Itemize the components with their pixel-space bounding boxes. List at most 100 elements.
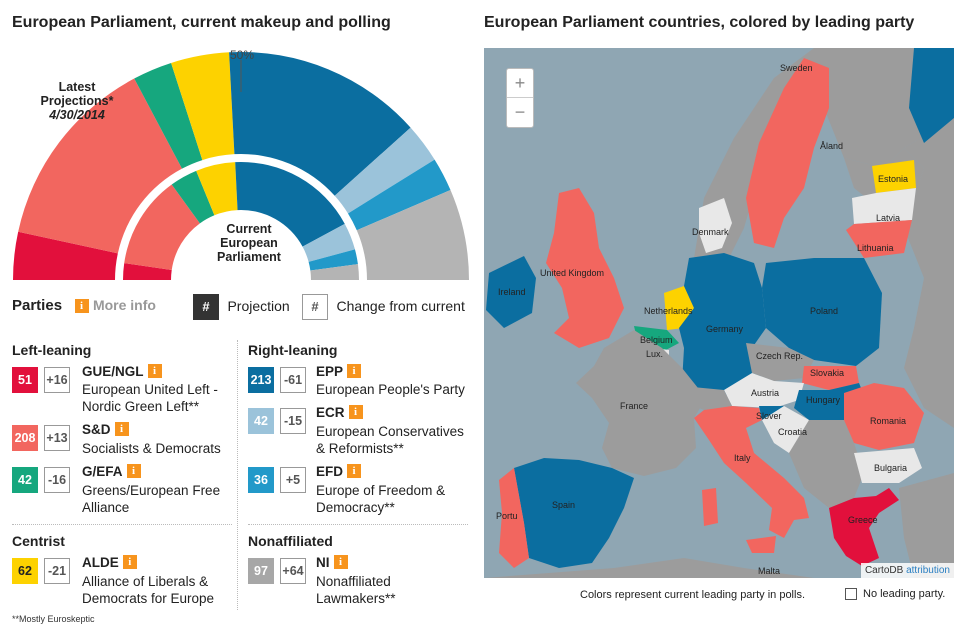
no-leading-label: No leading party. (863, 588, 946, 600)
party-projection-value: 208 (12, 425, 38, 451)
party-description: European Conservatives & Reformists** (316, 423, 464, 457)
party-desc-line2: & Reformists** (316, 441, 404, 456)
party-desc-line1: European United Left - (82, 382, 218, 397)
map-label-italy: Italy (734, 453, 751, 463)
map-label-lux: Lux. (646, 349, 663, 359)
party-change-value: -61 (280, 367, 306, 393)
map-label-austria: Austria (751, 388, 779, 398)
current-seat-segment-gue-ngl (123, 263, 172, 280)
current-seat-segment-s-d (124, 184, 200, 270)
zoom-in-button[interactable]: + (507, 69, 533, 98)
info-icon[interactable]: i (122, 554, 137, 569)
party-description: Nonaffiliated Lawmakers** (316, 573, 396, 607)
map-label-netherlands: Netherlands (644, 306, 693, 316)
info-icon[interactable]: i (114, 421, 129, 436)
current-label-line1: Current (226, 222, 272, 236)
party-description: European United Left - Nordic Green Left*… (82, 381, 218, 415)
party-name-text: S&D (82, 422, 111, 437)
map-label-ireland: Ireland (498, 287, 526, 297)
map-label-czech: Czech Rep. (756, 351, 803, 361)
map-region-norway (694, 48, 954, 268)
map-label-croatia: Croatia (778, 427, 807, 437)
party-desc-line2: Alliance (82, 500, 130, 515)
map-region-denmark (699, 198, 732, 253)
group-right-leaning: Right-leaning (248, 342, 338, 358)
legend-projection: # Projection (193, 294, 290, 320)
map-region-sweden (746, 58, 829, 248)
map-title: European Parliament countries, colored b… (484, 14, 915, 31)
party-projection-value: 62 (12, 558, 38, 584)
map-color-note: Colors represent current leading party i… (580, 589, 806, 601)
party-projection-value: 36 (248, 467, 274, 493)
no-leading-swatch (845, 588, 857, 601)
legend-change-label: Change from current (336, 298, 465, 314)
projection-date: 4/30/2014 (49, 108, 105, 122)
seat-segment-s-d (18, 78, 182, 254)
seat-segment-alde (171, 52, 235, 161)
map-label-belgium: Belgium (640, 335, 673, 345)
map-region-sardinia (702, 488, 718, 526)
party-desc-line1: European Conservatives (316, 424, 464, 439)
divider-right (248, 524, 468, 525)
party-name: EPP i (316, 363, 362, 379)
map-label-greece: Greece (848, 515, 878, 525)
current-seat-segment-ecr (302, 223, 355, 262)
seat-segment-efd (347, 159, 451, 231)
current-seat-segment-efd (308, 249, 358, 271)
info-icon[interactable]: i (126, 463, 141, 478)
map-label-denmark: Denmark (692, 227, 729, 237)
map-label-sweden: Sweden (780, 63, 813, 73)
party-name-text: NI (316, 555, 330, 570)
map-region-switzerland (682, 386, 732, 410)
map-label-poland: Poland (810, 306, 838, 316)
legend-change-swatch: # (302, 294, 328, 320)
map-canvas[interactable]: Sweden Åland Estonia Latvia Lithuania De… (484, 48, 954, 578)
current-ring (123, 162, 359, 280)
seat-segment-ecr (334, 127, 435, 214)
info-icon[interactable]: i (347, 363, 362, 378)
seat-segment-ni (356, 190, 469, 280)
attribution-link[interactable]: attribution (906, 565, 950, 576)
zoom-control: + − (506, 68, 534, 128)
party-desc-line1: Nonaffiliated (316, 574, 391, 589)
legend-projection-swatch: # (193, 294, 219, 320)
projection-label-line1: Latest (58, 80, 96, 94)
projection-ring (13, 52, 469, 280)
party-name: G/EFA i (82, 463, 141, 479)
map-region-estonia (872, 160, 916, 193)
map-region-germany (679, 253, 766, 398)
europe-map[interactable]: Sweden Åland Estonia Latvia Lithuania De… (484, 48, 954, 578)
current-label: Current European Parliament (196, 222, 302, 264)
party-name-text: EPP (316, 364, 344, 379)
more-info-link[interactable]: More info (92, 297, 156, 313)
map-label-latvia: Latvia (876, 213, 900, 223)
info-icon[interactable]: i (347, 463, 361, 478)
info-icon[interactable]: i (333, 554, 348, 569)
map-label-romania: Romania (870, 416, 906, 426)
map-region-balkans (789, 420, 864, 508)
party-description: Socialists & Democrats (82, 440, 221, 457)
parliament-semicircle-chart (13, 52, 469, 280)
map-region-spain (514, 458, 634, 568)
info-icon[interactable]: i (348, 404, 363, 419)
party-name-text: G/EFA (82, 464, 123, 479)
projection-label: Latest Projections* 4/30/2014 (24, 80, 130, 122)
legend-change: # Change from current (302, 294, 465, 320)
map-attribution: CartoDB attribution (860, 563, 954, 578)
zoom-out-button[interactable]: − (514, 102, 526, 122)
party-name: ECR i (316, 404, 363, 420)
chart-title: European Parliament, current makeup and … (12, 14, 391, 31)
group-nonaffiliated: Nonaffiliated (248, 533, 333, 549)
projection-label-line2: Projections* (40, 94, 114, 108)
map-label-slovakia: Slovakia (810, 368, 844, 378)
map-label-malta: Malta (758, 566, 780, 576)
map-label-aland: Åland (820, 141, 843, 151)
party-change-value: +5 (280, 467, 306, 493)
group-left-leaning: Left-leaning (12, 342, 92, 358)
seat-segment-gue-ngl (13, 231, 118, 280)
party-projection-value: 51 (12, 367, 38, 393)
party-name-text: ALDE (82, 555, 119, 570)
map-label-estonia: Estonia (878, 174, 908, 184)
info-icon[interactable]: i (74, 298, 89, 313)
info-icon[interactable]: i (147, 363, 162, 378)
